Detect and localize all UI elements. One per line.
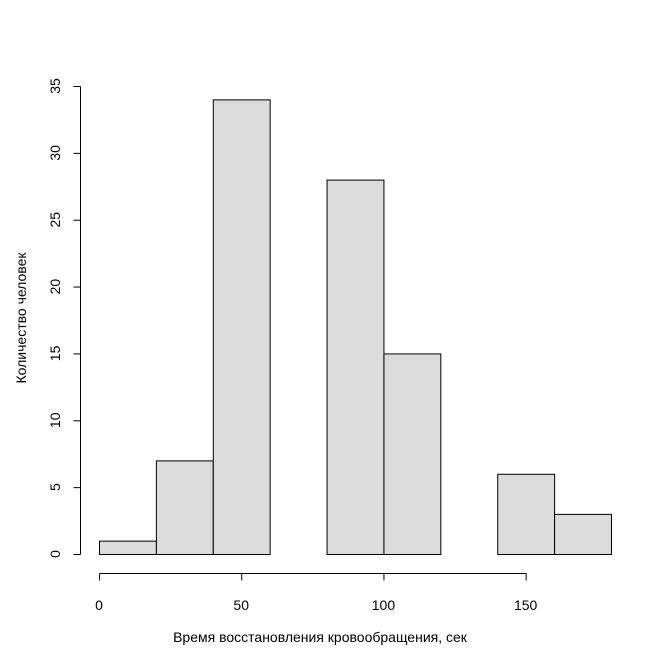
x-tick-label: 50: [233, 597, 249, 613]
histogram-bar: [326, 179, 385, 555]
x-axis-label: Время восстановления кровообращения, сек: [173, 629, 468, 645]
y-tick-label: 35: [47, 78, 63, 94]
histogram-bar: [212, 99, 271, 555]
histogram-bar: [383, 353, 442, 555]
x-tick-label: 0: [95, 597, 103, 613]
histogram-bar: [99, 540, 157, 556]
y-tick-label: 15: [47, 345, 63, 361]
x-axis: 0 50 100 150: [95, 573, 538, 613]
y-tick-label: 30: [47, 145, 63, 161]
y-axis: 0 5 10 15 20 25 30 35: [47, 78, 81, 558]
x-tick-label: 100: [372, 597, 396, 613]
y-tick-label: 25: [47, 212, 63, 228]
y-tick-label: 5: [47, 483, 63, 491]
y-tick-label: 20: [47, 279, 63, 295]
y-tick-label: 0: [47, 550, 63, 558]
histogram-bar: [497, 473, 556, 555]
bars-group: [99, 99, 612, 556]
x-tick-label: 150: [514, 597, 538, 613]
y-axis-label: Количество человек: [13, 252, 29, 384]
y-tick-label: 10: [47, 412, 63, 428]
histogram-bar: [155, 460, 214, 555]
histogram-bar: [554, 513, 612, 556]
